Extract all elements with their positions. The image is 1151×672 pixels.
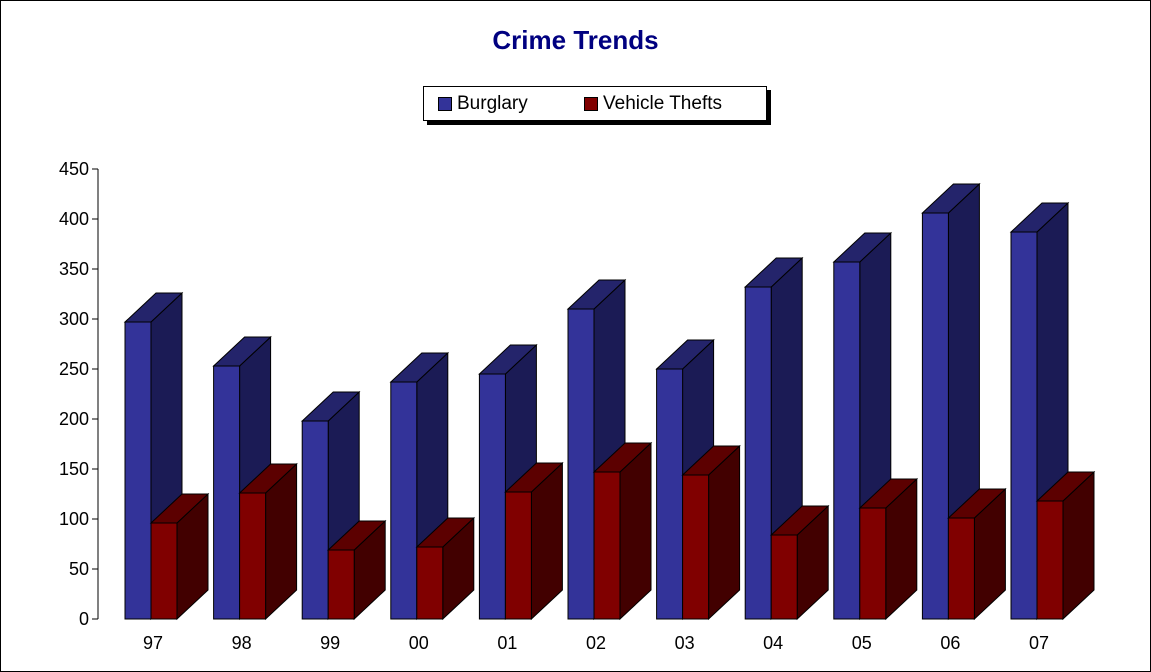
bar-burglary-00 <box>390 381 418 620</box>
y-tick-label: 350 <box>59 259 89 279</box>
bar-burglary-03 <box>656 368 684 620</box>
bar-burglary-97 <box>124 321 152 620</box>
bar-vehicle-thefts-05 <box>859 507 887 620</box>
x-tick-label: 97 <box>143 633 163 653</box>
x-tick-label: 06 <box>940 633 960 653</box>
bar-burglary-99 <box>301 420 329 620</box>
bar-vehicle-thefts-97 <box>150 522 178 620</box>
bar-vehicle-thefts-04 <box>770 534 798 620</box>
y-tick-label: 50 <box>69 559 89 579</box>
x-tick-label: 07 <box>1029 633 1049 653</box>
bar-burglary-98 <box>213 365 241 620</box>
bar-burglary-04 <box>744 286 772 620</box>
bar-vehicle-thefts-06 <box>947 517 975 620</box>
y-tick-label: 250 <box>59 359 89 379</box>
bar-vehicle-thefts-98 <box>239 492 267 620</box>
y-tick-label: 100 <box>59 509 89 529</box>
x-tick-label: 03 <box>675 633 695 653</box>
x-tick-label: 01 <box>497 633 517 653</box>
x-tick-label: 02 <box>586 633 606 653</box>
bar-burglary-07 <box>1010 231 1038 620</box>
bar-burglary-06 <box>921 212 949 620</box>
bar-burglary-05 <box>833 261 861 620</box>
x-tick-label: 00 <box>409 633 429 653</box>
bar-vehicle-thefts-01 <box>504 491 532 620</box>
y-tick-label: 0 <box>79 609 89 629</box>
bar-vehicle-thefts-02 <box>593 471 621 620</box>
legend: Burglary Vehicle Thefts <box>423 86 767 121</box>
bar-side-vehicle-thefts-03 <box>708 444 741 621</box>
legend-item-burglary: Burglary <box>438 93 528 115</box>
bar-burglary-02 <box>567 308 595 620</box>
bar-vehicle-thefts-07 <box>1036 500 1064 620</box>
y-tick-label: 450 <box>59 159 89 179</box>
legend-label-burglary: Burglary <box>457 93 528 114</box>
y-tick-label: 200 <box>59 409 89 429</box>
x-tick-label: 05 <box>852 633 872 653</box>
bar-burglary-01 <box>478 373 506 620</box>
y-tick-label: 150 <box>59 459 89 479</box>
y-tick-label: 300 <box>59 309 89 329</box>
bar-vehicle-thefts-00 <box>416 546 444 620</box>
bar-vehicle-thefts-99 <box>327 549 355 620</box>
y-tick-label: 400 <box>59 209 89 229</box>
x-tick-label: 04 <box>763 633 783 653</box>
bar-side-vehicle-thefts-02 <box>619 441 652 621</box>
legend-item-vehicle-thefts: Vehicle Thefts <box>584 93 722 115</box>
x-tick-label: 99 <box>320 633 340 653</box>
legend-label-vehicle-thefts: Vehicle Thefts <box>603 93 723 114</box>
legend-swatch-vehicle-thefts <box>584 97 598 111</box>
legend-swatch-burglary <box>438 97 452 111</box>
x-tick-label: 98 <box>232 633 252 653</box>
bar-vehicle-thefts-03 <box>682 474 710 620</box>
chart-title: Crime Trends <box>492 25 659 55</box>
